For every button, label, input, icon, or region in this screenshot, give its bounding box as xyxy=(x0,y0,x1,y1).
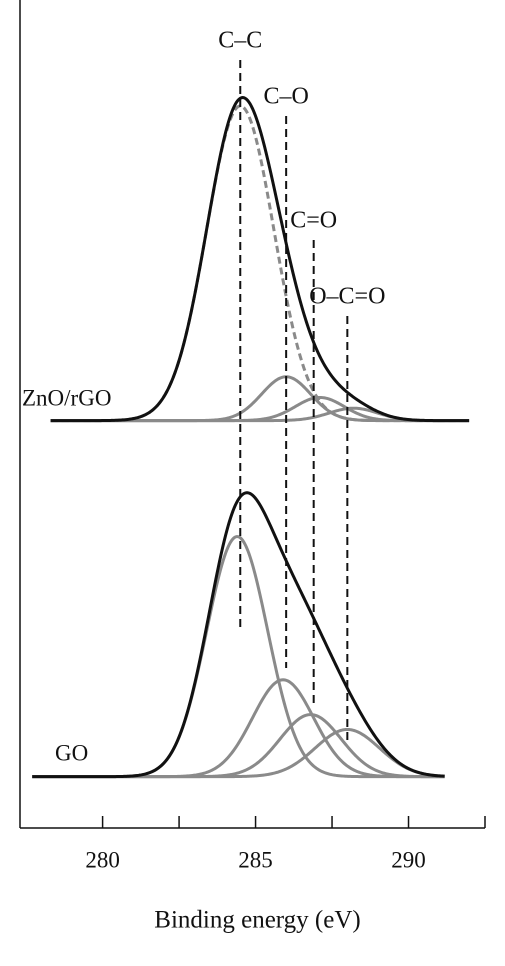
component-peak xyxy=(50,375,470,423)
component-peak xyxy=(50,395,470,423)
x-axis-title: Binding energy (eV) xyxy=(154,907,360,934)
component-peak xyxy=(32,678,445,779)
x-tick-label: 280 xyxy=(85,847,120,872)
panel-label: ZnO/rGO xyxy=(22,385,111,410)
reference-label: O–C=O xyxy=(309,284,385,310)
envelope xyxy=(50,96,470,423)
reference-label: C–O xyxy=(263,84,308,110)
envelope xyxy=(32,491,445,779)
x-tick-label: 285 xyxy=(238,847,273,872)
x-tick-label: 290 xyxy=(391,847,426,872)
component-peak xyxy=(32,727,445,779)
reference-label: C=O xyxy=(290,208,337,234)
component-peak xyxy=(50,104,470,423)
reference-label: C–C xyxy=(218,28,262,54)
panel-label: GO xyxy=(55,740,88,765)
